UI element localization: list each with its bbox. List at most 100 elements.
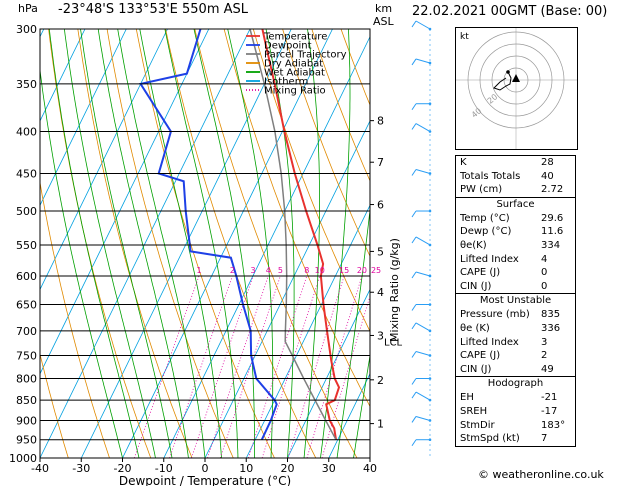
hodograph-table-box: Hodograph EH -21 SREH -17 StmDir 183° StmSpd (… [455,376,576,447]
wind-barb-flag [411,210,417,218]
wet-adiabat-line [97,29,189,458]
hodograph-trace [493,71,512,91]
isotherm-line [245,204,370,458]
indices-panel: K 28 Totals Totals 40 PW (cm) 2.72 Surface … [455,155,576,447]
wind-barb-shaft [415,415,431,421]
isotherm-line [40,29,251,458]
basic-indices-box: K 28 Totals Totals 40 PW (cm) 2.72 [455,155,576,198]
hodograph-table-title: Hodograph [487,378,544,390]
mixing-ratio-label: 8 [304,266,309,275]
pressure-tick-label: 750 [16,349,37,362]
surface-row: CAPE (J) 0 [456,266,575,280]
hodograph-table-row: StmDir 183° [456,419,575,433]
mixing-ratio-label: 4 [266,266,271,275]
wind-barb-flag [411,271,417,279]
surface-box: Surface Temp (°C) 29.6 Dewp (°C) 11.6 θe(K) 3… [455,196,576,295]
pw-value: 2.72 [541,184,564,196]
surface-value: 0 [541,280,548,292]
pressure-tick-label: 350 [16,78,37,91]
wind-barb-flag [411,20,417,28]
mixing-ratio-label: 5 [278,266,283,275]
km-tick-label: 7 [377,156,384,169]
pw-label: PW (cm) [460,184,503,196]
lcl-label: LCL [384,337,403,348]
hodograph-table-row: SREH -17 [456,405,575,419]
dewpoint-profile-line [138,29,278,441]
isotherm-line [287,288,370,458]
hodograph-table-row: StmSpd (kt) 7 [456,432,575,446]
mixing-ratio-line [321,294,370,458]
pressure-tick-label: 800 [16,372,37,385]
wind-barb-shaft [415,391,431,401]
k-index-value: 28 [541,157,554,168]
surface-row: CIN (J) 0 [456,280,575,294]
surface-label: CIN (J) [460,280,492,292]
hodograph-table-label: SREH [460,405,488,417]
pressure-tick-label: 450 [16,167,37,180]
dry-adiabat-line [40,352,69,458]
surface-value: 11.6 [541,226,564,238]
isotherm-line [40,29,168,291]
mixing-ratio-axis-label: Mixing Ratio (g/kg) [388,238,401,342]
hodograph: kt 20 40 [455,27,578,150]
wind-barb-flag [411,391,417,399]
km-tick-label: 8 [377,115,384,128]
most-unstable-row: θe (K) 336 [456,322,575,336]
km-tick-label: 1 [377,418,384,431]
wind-barb-flag [411,103,417,111]
pressure-unit-label: hPa [18,2,38,15]
isotherm-line [163,35,370,458]
most-unstable-value: 336 [541,322,561,334]
legend-entry-label: Temperature [263,32,327,43]
wind-barb-shaft [415,351,431,356]
station-title: -23°48'S 133°53'E 550m ASL [58,2,249,17]
most-unstable-label: CIN (J) [460,363,492,375]
x-tick-label: -40 [31,462,49,475]
x-tick-label: 40 [363,462,377,475]
km-label: km [375,2,393,15]
surface-title: Surface [496,198,535,210]
legend-entry-label: Mixing Ratio [264,86,326,97]
dry-adiabat-line [311,29,370,182]
most-unstable-label: θe (K) [460,322,490,334]
asl-label: ASL [373,15,394,28]
wind-barb-flag [411,416,417,423]
hodograph-ring-label: 20 [486,92,500,105]
mixing-ratio-line [207,275,269,458]
hodograph-ring [503,67,529,93]
hodograph-table-row: EH -21 [456,391,575,405]
wind-barb-dot [428,102,432,106]
hodograph-units-label: kt [460,32,469,42]
totals-row: Totals Totals 40 [456,170,575,184]
wind-barb-shaft [415,123,431,132]
x-tick-label: -20 [114,462,132,475]
most-unstable-value: 835 [541,309,561,321]
surface-value: 29.6 [541,212,564,224]
surface-value: 0 [541,267,548,279]
isotherm-line [80,29,292,458]
pressure-tick-label: 400 [16,126,37,139]
surface-label: θe(K) [460,239,487,251]
wind-barb-shaft [415,271,431,277]
storm-motion-marker [512,74,520,82]
isotherm-line [40,29,127,207]
wind-barb-dot [428,130,432,133]
wet-adiabat-line [369,455,370,458]
km-tick-label: 3 [377,329,384,342]
hodograph-table-label: StmDir [460,419,495,431]
wind-barb-dot [428,172,432,175]
dry-adiabat-line [604,29,629,458]
surface-row: Temp (°C) 29.6 [456,212,575,226]
dry-adiabat-line [575,29,629,458]
k-index-label: K [460,157,467,168]
pressure-tick-label: 1000 [9,452,37,465]
wet-adiabat-line [336,207,370,458]
legend-entry-label: Dewpoint [264,41,312,52]
most-unstable-row: CAPE (J) 2 [456,349,575,363]
x-tick-label: 10 [239,462,253,475]
wind-barb-shaft [415,236,431,246]
most-unstable-row: CIN (J) 49 [456,363,575,377]
wind-barb-shaft [415,58,431,64]
datetime-title: 22.02.2021 00GMT (Base: 00) [412,4,608,19]
